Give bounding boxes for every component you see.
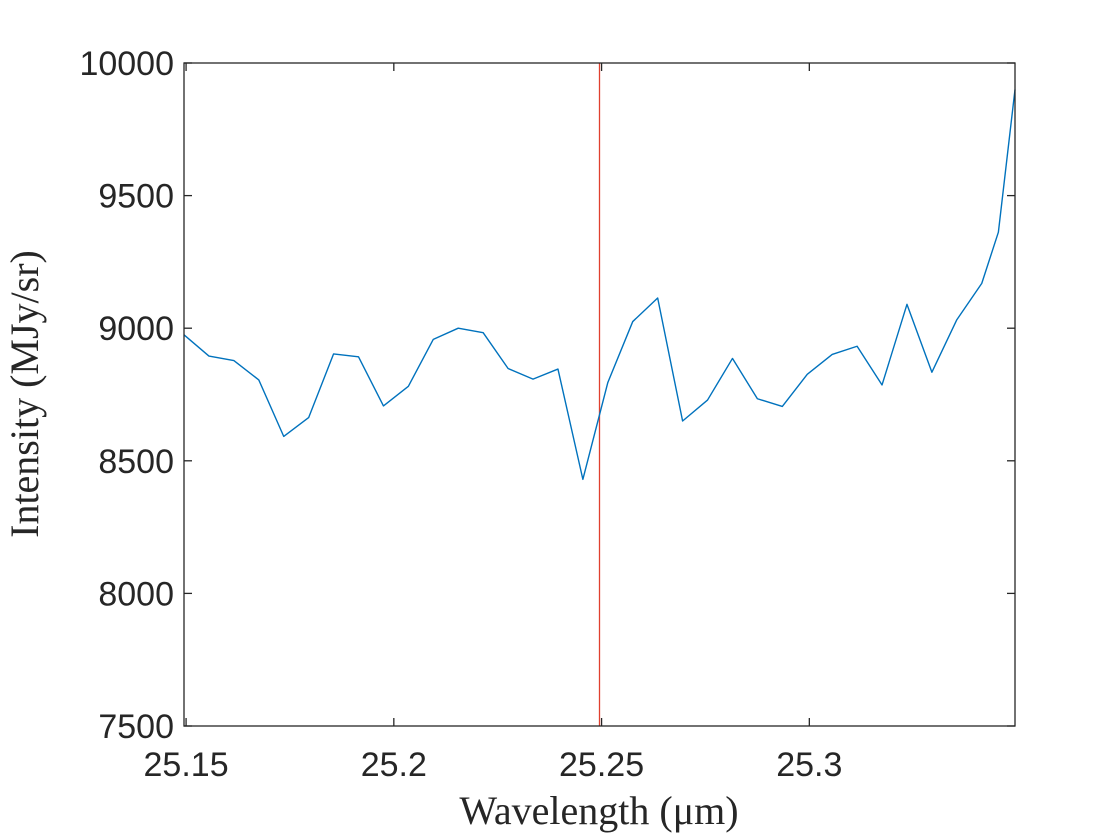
data-point bbox=[383, 405, 385, 407]
data-point bbox=[906, 304, 908, 306]
data-point bbox=[433, 339, 435, 341]
data-point bbox=[408, 385, 410, 387]
data-point bbox=[881, 384, 883, 386]
data-point bbox=[333, 353, 335, 355]
y-tick-label: 8000 bbox=[98, 575, 174, 613]
data-point bbox=[258, 379, 260, 381]
data-point bbox=[607, 382, 609, 384]
data-point bbox=[831, 354, 833, 356]
y-tick-label: 8500 bbox=[98, 443, 174, 481]
x-tick-label: 25.25 bbox=[559, 746, 644, 784]
y-tick-label: 9500 bbox=[98, 178, 174, 216]
y-tick-label: 7500 bbox=[98, 708, 174, 746]
data-point bbox=[998, 231, 1000, 233]
data-point bbox=[208, 355, 210, 357]
x-tick-label: 25.2 bbox=[361, 746, 427, 784]
data-point bbox=[233, 360, 235, 362]
tick-labels: 25.15 25.2 25.25 25.3 7500 8000 8500 9000 9500 10… bbox=[79, 45, 842, 784]
data-point bbox=[482, 332, 484, 334]
data-point bbox=[632, 321, 634, 323]
data-point bbox=[308, 417, 310, 419]
data-point bbox=[682, 420, 684, 422]
data-point bbox=[981, 283, 983, 285]
data-point bbox=[283, 436, 285, 438]
data-point bbox=[507, 368, 509, 370]
data-point bbox=[657, 297, 659, 299]
data-point bbox=[707, 399, 709, 401]
data-point bbox=[582, 479, 584, 481]
data-point bbox=[956, 319, 958, 321]
data-point bbox=[532, 378, 534, 380]
tick-marks bbox=[184, 62, 1015, 727]
y-axis-title: Intensity (MJy/sr) bbox=[2, 250, 47, 538]
data-point bbox=[782, 406, 784, 408]
plot-frame bbox=[183, 62, 1016, 727]
data-point bbox=[358, 356, 360, 358]
y-tick-label: 10000 bbox=[79, 45, 174, 83]
chart-marks bbox=[183, 63, 1016, 726]
data-point bbox=[457, 327, 459, 329]
x-axis-title: Wavelength (μm) bbox=[459, 788, 738, 833]
data-point bbox=[732, 358, 734, 360]
x-tick-label: 25.3 bbox=[776, 746, 842, 784]
y-tick-label: 9000 bbox=[98, 310, 174, 348]
data-point bbox=[757, 398, 759, 400]
data-point bbox=[806, 374, 808, 376]
x-tick-label: 25.15 bbox=[144, 746, 229, 784]
series-line bbox=[183, 89, 1016, 481]
data-point bbox=[931, 371, 933, 373]
data-point bbox=[856, 345, 858, 347]
data-point bbox=[557, 368, 559, 370]
